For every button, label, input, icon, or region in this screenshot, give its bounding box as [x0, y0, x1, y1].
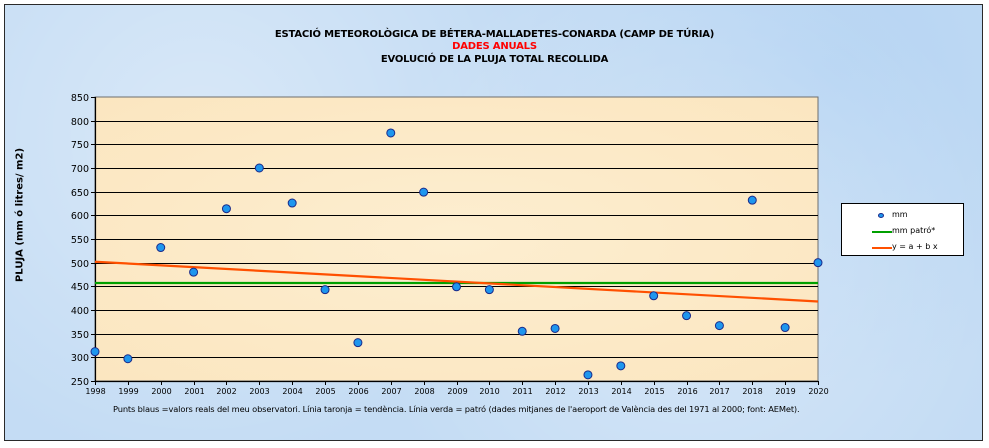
- data-point-2010: [484, 285, 494, 295]
- x-tick-label: 2008: [414, 387, 434, 396]
- y-tick-label: 650: [71, 188, 89, 199]
- x-tick-label: 2001: [184, 387, 204, 396]
- legend-marker-point: [878, 213, 884, 218]
- y-tick-label: 300: [71, 353, 89, 364]
- x-tick-label: 2005: [315, 387, 335, 396]
- data-point-2017: [714, 321, 724, 331]
- data-point-2002: [221, 204, 231, 214]
- x-tick-label: 2017: [709, 387, 729, 396]
- data-point-2007: [386, 128, 396, 138]
- x-tick-label: 2018: [742, 387, 762, 396]
- x-tick-label: 2020: [808, 387, 828, 396]
- legend-label: mm: [892, 210, 908, 219]
- data-point-2016: [682, 311, 692, 321]
- legend: mm mm patró* y = a + b x: [841, 203, 964, 256]
- data-point-2019: [780, 323, 790, 333]
- data-point-2000: [156, 243, 166, 253]
- chart-subtitle: EVOLUCIÓ DE LA PLUJA TOTAL RECOLLIDA: [380, 54, 609, 65]
- x-tick-label: 2009: [447, 387, 467, 396]
- data-point-2020: [813, 258, 823, 268]
- data-point-2015: [649, 291, 659, 301]
- x-tick-label: 2006: [348, 387, 368, 396]
- data-point-2003: [254, 163, 264, 173]
- x-tick-label: 2007: [381, 387, 401, 396]
- chart-subtitle-red: DADES ANUALS: [452, 41, 537, 52]
- data-point-2014: [616, 361, 626, 371]
- x-tick-label: 2002: [216, 387, 236, 396]
- x-tick-label: 2011: [512, 387, 532, 396]
- x-tick-label: 2010: [479, 387, 499, 396]
- data-point-2004: [287, 198, 297, 208]
- legend-item-trend: y = a + b x: [842, 241, 965, 255]
- x-tick-label: 1999: [118, 387, 138, 396]
- legend-marker-green-line: [872, 231, 892, 233]
- data-point-2006: [353, 338, 363, 348]
- legend-label: y = a + b x: [892, 242, 938, 251]
- chart-title: ESTACIÓ METEOROLÒGICA DE BÉTERA-MALLADET…: [274, 29, 715, 40]
- y-tick-label: 800: [71, 117, 89, 128]
- legend-marker-orange-line: [872, 247, 892, 249]
- footnote: Punts blaus =valors reals del meu observ…: [113, 404, 800, 414]
- y-tick-label: 750: [71, 140, 89, 151]
- y-tick-label: 450: [71, 282, 89, 293]
- legend-item-patro: mm patró*: [842, 225, 965, 239]
- y-tick-label: 500: [71, 259, 89, 270]
- x-tick-label: 2003: [249, 387, 269, 396]
- data-point-2018: [747, 195, 757, 205]
- x-tick-label: 2000: [151, 387, 171, 396]
- data-point-2009: [452, 282, 461, 292]
- y-tick-label: 400: [71, 306, 89, 317]
- y-tick-label: 250: [71, 377, 89, 388]
- x-tick-label: 1998: [85, 387, 105, 396]
- x-tick-label: 2013: [578, 387, 598, 396]
- trend-line: [94, 260, 819, 303]
- y-tick-label: 700: [71, 164, 89, 175]
- data-point-2013: [583, 370, 593, 380]
- data-point-2011: [517, 326, 527, 336]
- x-tick-label: 2016: [677, 387, 697, 396]
- data-point-1999: [123, 354, 133, 364]
- data-point-2008: [419, 187, 429, 197]
- data-point-1998: [90, 347, 100, 357]
- legend-label: mm patró*: [892, 226, 936, 235]
- x-tick-label: 2014: [611, 387, 631, 396]
- x-tick-label: 2015: [644, 387, 664, 396]
- legend-item-mm: mm: [842, 209, 965, 223]
- y-tick-label: 600: [71, 211, 89, 222]
- y-tick-label: 350: [71, 330, 89, 341]
- data-point-2012: [550, 323, 560, 333]
- x-tick-label: 2004: [282, 387, 302, 396]
- y-tick-label: 850: [71, 93, 89, 104]
- data-point-2005: [320, 285, 330, 295]
- x-tick-label: 2012: [545, 387, 565, 396]
- y-tick-label: 550: [71, 235, 89, 246]
- data-point-2001: [189, 267, 199, 277]
- x-tick-label: 2019: [775, 387, 795, 396]
